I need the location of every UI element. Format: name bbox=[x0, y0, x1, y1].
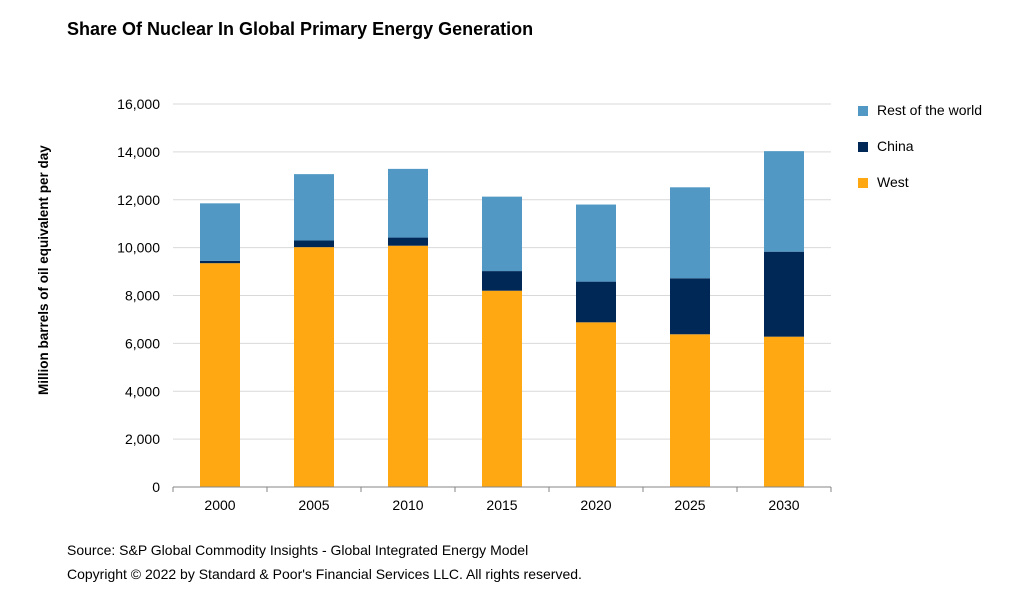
bar-west-2030 bbox=[764, 336, 804, 487]
x-tick-labels: 2000 2005 2010 2015 2020 2025 2030 bbox=[204, 497, 799, 513]
x-tick-label: 2010 bbox=[392, 497, 423, 513]
legend-item: West bbox=[858, 174, 1024, 192]
bar-china-2030 bbox=[764, 251, 804, 337]
bar-rest-of-the-world-2020 bbox=[576, 204, 616, 282]
y-tick-label: 6,000 bbox=[125, 335, 160, 351]
legend-item: China bbox=[858, 138, 1024, 156]
y-tick-label: 4,000 bbox=[125, 383, 160, 399]
x-tick-label: 2000 bbox=[204, 497, 235, 513]
x-tick-label: 2005 bbox=[298, 497, 329, 513]
source-note: Source: S&P Global Commodity Insights - … bbox=[67, 542, 529, 558]
bar-west-2000 bbox=[200, 263, 240, 487]
y-tick-label: 14,000 bbox=[117, 144, 160, 160]
legend-label: China bbox=[877, 138, 914, 154]
legend-swatch bbox=[858, 142, 868, 152]
bar-west-2010 bbox=[388, 245, 428, 487]
bar-west-2005 bbox=[294, 247, 334, 487]
y-tick-label: 0 bbox=[152, 479, 160, 495]
bar-west-2020 bbox=[576, 322, 616, 487]
bar-china-2025 bbox=[670, 278, 710, 335]
y-tick-label: 8,000 bbox=[125, 288, 160, 304]
bar-rest-of-the-world-2010 bbox=[388, 168, 428, 238]
bar-china-2000 bbox=[200, 260, 240, 264]
bars bbox=[200, 151, 804, 487]
legend-swatch bbox=[858, 178, 868, 188]
y-axis-label: Million barrels of oil equivalent per da… bbox=[36, 145, 51, 395]
bar-china-2005 bbox=[294, 240, 334, 248]
y-tick-label: 10,000 bbox=[117, 240, 160, 256]
legend-label: Rest of the world bbox=[877, 102, 983, 118]
bar-rest-of-the-world-2025 bbox=[670, 187, 710, 279]
bar-west-2025 bbox=[670, 334, 710, 487]
bar-china-2015 bbox=[482, 271, 522, 291]
x-tick-label: 2020 bbox=[580, 497, 611, 513]
y-tick-label: 12,000 bbox=[117, 192, 160, 208]
bar-rest-of-the-world-2015 bbox=[482, 196, 522, 272]
bar-china-2020 bbox=[576, 281, 616, 323]
x-tick-label: 2015 bbox=[486, 497, 517, 513]
y-tick-label: 2,000 bbox=[125, 431, 160, 447]
copyright-note: Copyright © 2022 by Standard & Poor's Fi… bbox=[67, 566, 582, 582]
legend-item: Rest of the world bbox=[858, 102, 1024, 120]
bar-rest-of-the-world-2005 bbox=[294, 174, 334, 241]
x-tick-label: 2025 bbox=[674, 497, 705, 513]
bar-rest-of-the-world-2000 bbox=[200, 203, 240, 261]
x-tick-label: 2030 bbox=[768, 497, 799, 513]
axes bbox=[172, 486, 832, 492]
legend-swatch bbox=[858, 106, 868, 116]
bar-west-2015 bbox=[482, 290, 522, 487]
y-tick-label: 16,000 bbox=[117, 96, 160, 112]
bar-rest-of-the-world-2030 bbox=[764, 151, 804, 252]
legend-label: West bbox=[877, 174, 909, 190]
bar-china-2010 bbox=[388, 237, 428, 246]
y-tick-labels: 0 2,000 4,000 6,000 8,000 10,000 12,000 14,000 1… bbox=[117, 96, 160, 495]
chart-title: Share Of Nuclear In Global Primary Energ… bbox=[67, 19, 534, 39]
